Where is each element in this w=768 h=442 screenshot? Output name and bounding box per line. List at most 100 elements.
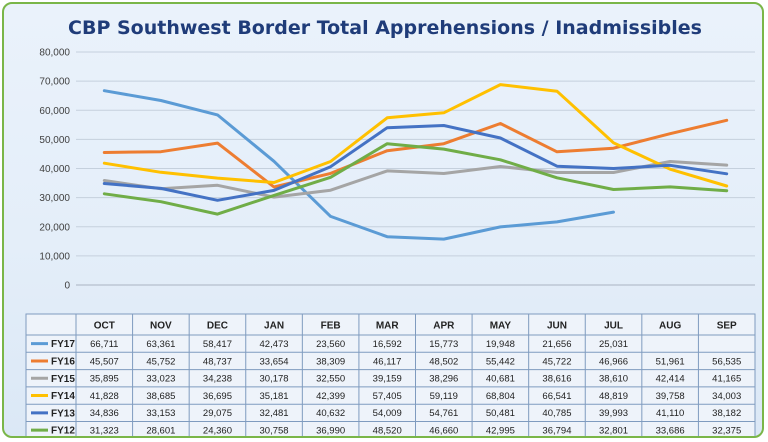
data-label: 33,153 bbox=[146, 408, 175, 419]
x-tick-label: AUG bbox=[659, 321, 681, 332]
data-label: 29,075 bbox=[203, 408, 232, 419]
data-label: 42,414 bbox=[656, 374, 685, 385]
y-tick-label: 30,000 bbox=[39, 193, 70, 204]
chart-frame: CBP Southwest Border Total Apprehensions… bbox=[2, 2, 764, 438]
data-label: 38,182 bbox=[712, 408, 741, 419]
data-label: 30,758 bbox=[260, 425, 289, 436]
data-label: 48,520 bbox=[373, 425, 402, 436]
x-tick-label: DEC bbox=[207, 321, 228, 332]
legend-entry: FY13 bbox=[51, 408, 75, 419]
data-label: 51,961 bbox=[656, 356, 685, 367]
data-label: 58,417 bbox=[203, 339, 232, 350]
data-label: 59,119 bbox=[430, 391, 458, 402]
data-label: 31,323 bbox=[90, 425, 119, 436]
x-tick-label: MAR bbox=[376, 321, 400, 332]
data-label: 21,656 bbox=[542, 339, 571, 350]
data-label: 15,773 bbox=[429, 339, 458, 350]
data-label: 50,481 bbox=[486, 408, 515, 419]
data-label: 32,550 bbox=[316, 374, 345, 385]
data-label: 56,535 bbox=[712, 356, 741, 367]
data-label: 38,296 bbox=[429, 374, 458, 385]
data-label: 46,117 bbox=[373, 356, 401, 367]
data-label: 39,758 bbox=[656, 391, 685, 402]
data-label: 23,560 bbox=[316, 339, 345, 350]
data-label: 33,686 bbox=[656, 425, 685, 436]
x-tick-label: APR bbox=[433, 321, 455, 332]
data-label: 34,238 bbox=[203, 374, 232, 385]
data-label: 19,948 bbox=[486, 339, 515, 350]
data-label: 32,481 bbox=[260, 408, 289, 419]
x-tick-label: OCT bbox=[94, 321, 115, 332]
data-label: 42,473 bbox=[260, 339, 289, 350]
x-tick-label: SEP bbox=[717, 321, 737, 332]
data-label: 68,804 bbox=[486, 391, 515, 402]
data-label: 34,836 bbox=[90, 408, 119, 419]
data-label: 63,361 bbox=[146, 339, 175, 350]
data-label: 33,023 bbox=[146, 374, 175, 385]
line-chart: CBP Southwest Border Total Apprehensions… bbox=[25, 17, 756, 437]
data-label: 42,399 bbox=[316, 391, 345, 402]
data-label: 41,110 bbox=[656, 408, 684, 419]
legend-entry: FY12 bbox=[51, 426, 75, 437]
data-label: 34,003 bbox=[712, 391, 741, 402]
data-label: 42,995 bbox=[486, 425, 515, 436]
x-tick-label: JUN bbox=[547, 321, 567, 332]
data-label: 28,601 bbox=[146, 425, 175, 436]
data-label: 36,794 bbox=[542, 425, 571, 436]
data-label: 40,785 bbox=[542, 408, 571, 419]
series-line-fy17 bbox=[102, 89, 615, 241]
data-label: 54,009 bbox=[373, 408, 402, 419]
series-line-fy15 bbox=[102, 160, 729, 199]
y-tick-label: 0 bbox=[64, 281, 70, 292]
series-line-fy14 bbox=[102, 83, 729, 188]
data-label: 45,752 bbox=[146, 356, 175, 367]
data-label: 48,819 bbox=[599, 391, 628, 402]
chart-title: CBP Southwest Border Total Apprehensions… bbox=[68, 17, 702, 39]
data-label: 46,660 bbox=[429, 425, 458, 436]
data-label: 16,592 bbox=[373, 339, 402, 350]
data-label: 35,895 bbox=[90, 374, 119, 385]
x-tick-label: FEB bbox=[321, 321, 341, 332]
series-line-fy12 bbox=[102, 142, 729, 216]
data-label: 40,681 bbox=[486, 374, 515, 385]
data-label: 36,990 bbox=[316, 425, 345, 436]
data-label: 35,181 bbox=[260, 391, 289, 402]
y-tick-label: 20,000 bbox=[39, 222, 70, 233]
legend-entry: FY15 bbox=[51, 374, 75, 385]
y-tick-label: 60,000 bbox=[39, 106, 70, 117]
x-tick-label: JUL bbox=[604, 321, 623, 332]
data-label: 45,507 bbox=[90, 356, 119, 367]
data-label: 33,654 bbox=[260, 356, 289, 367]
data-label: 24,360 bbox=[203, 425, 232, 436]
data-label: 41,165 bbox=[712, 374, 741, 385]
data-label: 30,178 bbox=[260, 374, 289, 385]
data-label: 36,695 bbox=[203, 391, 232, 402]
data-label: 39,993 bbox=[599, 408, 628, 419]
legend-entry: FY16 bbox=[51, 356, 75, 367]
data-label: 38,685 bbox=[146, 391, 175, 402]
data-label: 48,737 bbox=[203, 356, 232, 367]
data-label: 57,405 bbox=[373, 391, 402, 402]
data-label: 45,722 bbox=[542, 356, 571, 367]
x-tick-label: JAN bbox=[264, 321, 284, 332]
y-tick-label: 80,000 bbox=[39, 48, 70, 59]
data-label: 38,610 bbox=[599, 374, 628, 385]
data-label: 40,632 bbox=[316, 408, 345, 419]
legend-entry: FY14 bbox=[51, 391, 75, 402]
data-label: 54,761 bbox=[429, 408, 458, 419]
data-label: 48,502 bbox=[429, 356, 458, 367]
series-line-fy13 bbox=[102, 124, 729, 202]
data-label: 66,711 bbox=[90, 339, 118, 350]
data-label: 38,309 bbox=[316, 356, 345, 367]
data-label: 32,801 bbox=[599, 425, 628, 436]
legend-entry: FY17 bbox=[51, 339, 75, 350]
y-tick-label: 40,000 bbox=[39, 164, 70, 175]
data-label: 25,031 bbox=[599, 339, 628, 350]
x-tick-label: NOV bbox=[150, 321, 172, 332]
data-label: 46,966 bbox=[599, 356, 628, 367]
y-tick-label: 50,000 bbox=[39, 135, 70, 146]
data-label: 32,375 bbox=[712, 425, 741, 436]
data-label: 38,616 bbox=[542, 374, 571, 385]
data-label: 39,159 bbox=[373, 374, 402, 385]
data-label: 66,541 bbox=[542, 391, 571, 402]
